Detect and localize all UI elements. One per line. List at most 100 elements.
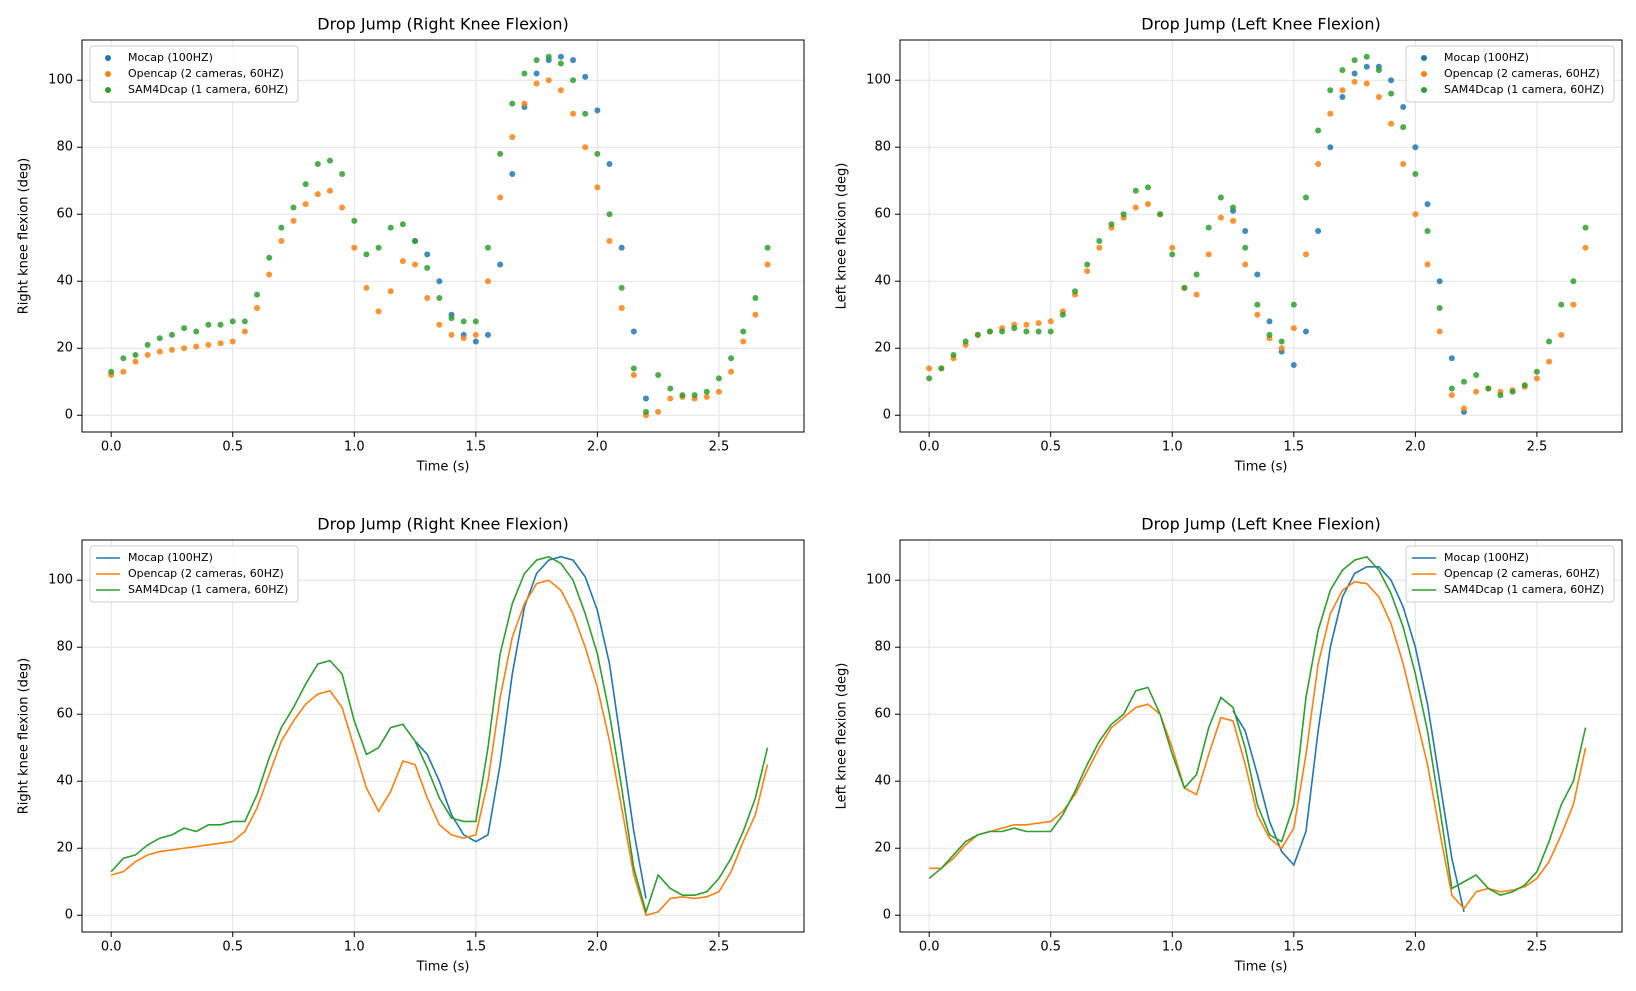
legend-box <box>89 545 299 603</box>
point <box>1363 80 1370 87</box>
point <box>1570 301 1577 308</box>
point <box>986 328 993 335</box>
x-tick-label: 2.0 <box>587 940 608 955</box>
point <box>1582 224 1589 231</box>
point <box>1290 301 1297 308</box>
line <box>110 579 769 917</box>
point <box>764 244 771 251</box>
axes-frame <box>899 39 1623 433</box>
point <box>1132 204 1139 211</box>
subplot: 0.0 0.5 1.0 1.5 2.0 2.5 0 20 40 60 80 100 Drop Jump … <box>835 15 1623 475</box>
point <box>436 294 443 301</box>
point <box>926 365 933 372</box>
point <box>424 251 431 258</box>
point <box>266 254 273 261</box>
point <box>1205 251 1212 258</box>
point <box>582 73 589 80</box>
legend-label: Opencap (2 cameras, 60HZ) <box>128 567 284 580</box>
point <box>326 157 333 164</box>
point <box>1278 338 1285 345</box>
point <box>1327 144 1334 151</box>
point <box>1375 93 1382 100</box>
x-tick-label: 0.0 <box>919 940 940 955</box>
point <box>1339 93 1346 100</box>
point <box>752 311 759 318</box>
point <box>1412 171 1419 178</box>
point <box>557 60 564 67</box>
point <box>132 351 139 358</box>
point <box>1302 194 1309 201</box>
point <box>302 181 309 188</box>
point <box>399 221 406 228</box>
point <box>1023 321 1030 328</box>
point <box>424 264 431 271</box>
point <box>715 388 722 395</box>
y-tick-label: 100 <box>48 573 73 588</box>
point <box>484 244 491 251</box>
point <box>728 355 735 362</box>
point <box>1351 78 1358 85</box>
point <box>715 375 722 382</box>
point <box>1351 70 1358 77</box>
point <box>156 348 163 355</box>
chart-title: Drop Jump (Left Knee Flexion) <box>1141 15 1380 34</box>
x-tick-label: 0.0 <box>101 440 122 455</box>
point <box>460 318 467 325</box>
point <box>424 294 431 301</box>
axes-frame <box>81 539 805 933</box>
y-tick-label: 40 <box>874 274 891 289</box>
point <box>1546 338 1553 345</box>
point <box>484 331 491 338</box>
axes-frame <box>899 539 1623 933</box>
x-tick-label: 2.0 <box>587 440 608 455</box>
legend-label: SAM4Dcap (1 camera, 60HZ) <box>1444 83 1604 96</box>
point <box>436 321 443 328</box>
point <box>217 340 224 347</box>
point <box>266 271 273 278</box>
point <box>472 331 479 338</box>
point <box>241 328 248 335</box>
point <box>1460 405 1467 412</box>
point <box>472 318 479 325</box>
x-tick-label: 2.5 <box>709 940 730 955</box>
point <box>254 291 261 298</box>
point <box>1315 160 1322 167</box>
y-tick-label: 80 <box>874 140 891 155</box>
y-tick-label: 100 <box>866 73 891 88</box>
legend-label: SAM4Dcap (1 camera, 60HZ) <box>128 83 288 96</box>
point <box>618 284 625 291</box>
point <box>1363 53 1370 60</box>
y-tick-label: 100 <box>866 573 891 588</box>
point <box>1473 372 1480 379</box>
legend: Mocap (100HZ) Opencap (2 cameras, 60HZ) SA… <box>89 545 299 603</box>
point <box>999 328 1006 335</box>
point <box>764 261 771 268</box>
y-tick-label: 80 <box>874 640 891 655</box>
point <box>1400 124 1407 131</box>
y-tick-label: 60 <box>874 207 891 222</box>
point <box>351 244 358 251</box>
point <box>509 171 516 178</box>
legend-label: SAM4Dcap (1 camera, 60HZ) <box>128 583 288 596</box>
point <box>630 328 637 335</box>
chart-title: Drop Jump (Right Knee Flexion) <box>317 515 568 534</box>
point <box>655 372 662 379</box>
point <box>436 278 443 285</box>
y-tick-label: 0 <box>883 408 891 423</box>
point <box>1327 87 1334 94</box>
point <box>1120 211 1127 218</box>
point <box>1363 63 1370 70</box>
x-tick-label: 1.5 <box>1283 940 1304 955</box>
x-axis-label: Time (s) <box>1234 960 1288 975</box>
point <box>229 338 236 345</box>
point <box>1375 67 1382 74</box>
point <box>655 408 662 415</box>
x-tick-label: 1.5 <box>1283 440 1304 455</box>
point <box>740 328 747 335</box>
point <box>497 261 504 268</box>
point <box>448 331 455 338</box>
x-tick-label: 0.5 <box>222 940 243 955</box>
point <box>1242 227 1249 234</box>
point <box>1205 224 1212 231</box>
point <box>1388 90 1395 97</box>
